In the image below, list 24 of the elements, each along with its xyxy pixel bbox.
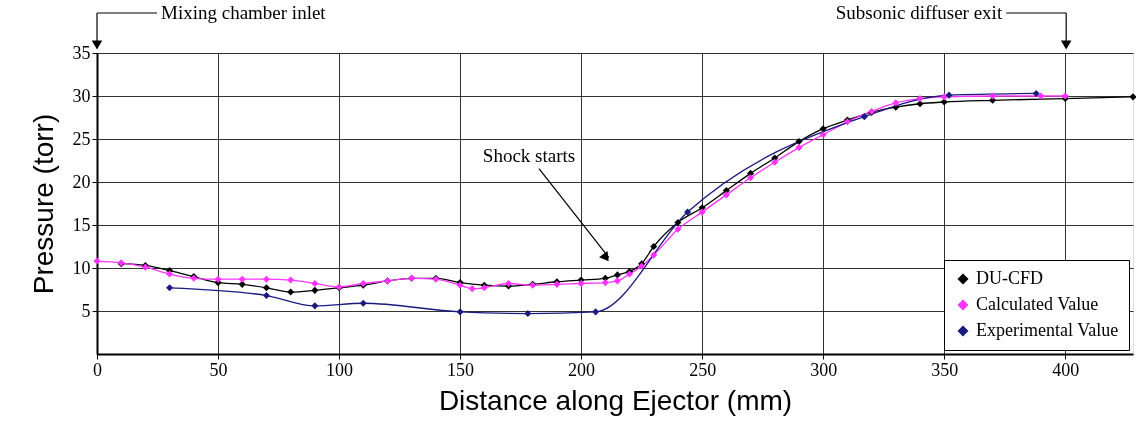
y-tick-label: 15	[72, 214, 91, 235]
x-tick-label: 50	[209, 359, 228, 380]
legend-label: DU-CFD	[976, 268, 1044, 288]
y-axis-title: Pressure (torr)	[27, 113, 59, 295]
x-axis-title: Distance along Ejector (mm)	[438, 384, 793, 416]
y-tick-label: 5	[81, 300, 91, 321]
y-tick-label: 35	[72, 42, 91, 63]
x-tick-label: 250	[689, 359, 717, 380]
x-tick-label: 400	[1052, 359, 1080, 380]
legend-label: Calculated Value	[976, 294, 1099, 314]
y-tick-label: 30	[72, 85, 91, 106]
x-tick-label: 300	[810, 359, 838, 380]
x-tick-label: 350	[931, 359, 959, 380]
annotation: Shock starts	[482, 144, 576, 166]
x-tick-label: 200	[568, 359, 596, 380]
y-tick-label: 20	[72, 171, 91, 192]
text: Mixing chamber inlet	[161, 2, 327, 23]
y-tick-label: 25	[72, 128, 91, 149]
y-tick-label: 10	[72, 257, 91, 278]
x-tick-label: 0	[93, 359, 102, 380]
legend-label: Experimental Value	[976, 320, 1119, 340]
x-tick-label: 100	[326, 359, 354, 380]
x-tick-label: 150	[447, 359, 475, 380]
text: Subsonic diffuser exit	[835, 2, 1003, 23]
